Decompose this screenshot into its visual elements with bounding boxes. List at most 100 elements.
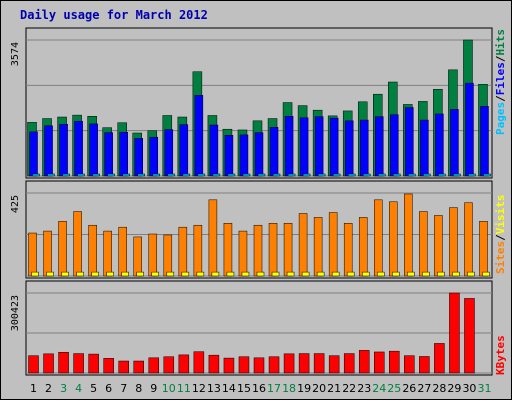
bar-visits	[106, 271, 114, 277]
bar-visits	[241, 271, 250, 277]
bar-kbytes	[133, 360, 144, 374]
bar-visits	[346, 271, 355, 277]
bar-visits	[482, 271, 490, 277]
bar-visits	[437, 271, 445, 277]
bar-visits	[256, 271, 265, 277]
bar-visits	[286, 271, 295, 277]
bar-sites	[343, 223, 353, 277]
day-label: 18	[282, 382, 296, 395]
bar-visits	[377, 271, 385, 277]
day-label: 19	[297, 382, 311, 395]
bar-files	[29, 131, 38, 177]
bar-sites	[389, 201, 398, 277]
bar-files	[44, 125, 53, 177]
bar-kbytes	[268, 356, 280, 374]
bar-visits	[271, 271, 280, 277]
bar-files	[269, 127, 279, 177]
bar-kbytes	[434, 343, 445, 374]
legend-item: /	[494, 234, 507, 241]
bar-pages	[287, 173, 296, 177]
bar-sites	[358, 217, 368, 277]
bar-sites	[374, 199, 383, 277]
bar-visits	[196, 271, 205, 277]
bar-kbytes	[118, 360, 129, 374]
bar-visits	[46, 271, 54, 277]
bar-pages	[317, 173, 326, 177]
bar-visits	[422, 271, 430, 277]
bar-visits	[136, 271, 144, 277]
bar-pages	[122, 173, 130, 177]
bar-kbytes	[73, 353, 84, 374]
bar-kbytes	[238, 356, 250, 374]
bar-sites	[479, 221, 488, 277]
day-label: 7	[120, 382, 127, 395]
bar-pages	[453, 173, 461, 177]
bar-kbytes	[283, 353, 295, 374]
bar-visits	[226, 271, 235, 277]
bar-visits	[151, 271, 160, 277]
bar-visits	[361, 271, 370, 277]
bar-visits	[166, 271, 175, 277]
day-label: 5	[90, 382, 97, 395]
day-label: 6	[105, 382, 112, 395]
bar-kbytes	[58, 351, 69, 374]
bar-pages	[468, 173, 476, 177]
bar-files	[465, 82, 474, 177]
bar-files	[224, 135, 234, 177]
bar-kbytes	[103, 358, 114, 374]
bar-files	[254, 132, 264, 177]
bar-pages	[32, 173, 40, 177]
bar-sites	[223, 223, 233, 277]
bar-pages	[332, 173, 341, 177]
legend-item: Files	[494, 62, 507, 95]
bar-visits	[91, 271, 99, 277]
bar-sites	[328, 212, 338, 277]
bar-sites	[434, 215, 443, 277]
bar-pages	[393, 173, 401, 177]
day-label: 15	[237, 382, 251, 395]
bar-kbytes	[464, 298, 475, 374]
bar-sites	[178, 226, 188, 277]
day-label: 17	[267, 382, 281, 395]
bar-pages	[423, 173, 431, 177]
bar-kbytes	[148, 357, 160, 374]
bar-pages	[347, 173, 356, 177]
bar-files	[314, 116, 324, 177]
bar-kbytes	[449, 292, 460, 374]
bar-kbytes	[389, 350, 400, 374]
day-label: 29	[447, 382, 461, 395]
bar-visits	[331, 271, 340, 277]
ymax-label-visits: 425	[10, 195, 21, 213]
bar-pages	[137, 173, 145, 177]
bar-visits	[76, 271, 84, 277]
bar-pages	[47, 173, 55, 177]
bar-sites	[148, 233, 158, 277]
bar-kbytes	[253, 357, 265, 374]
bar-files	[405, 107, 414, 177]
bar-files	[329, 117, 339, 177]
bar-sites	[268, 223, 278, 277]
bar-kbytes	[223, 357, 235, 374]
bar-files	[74, 120, 83, 177]
bar-kbytes	[298, 353, 310, 374]
day-label: 22	[342, 382, 356, 395]
bar-kbytes	[374, 351, 385, 374]
bar-kbytes	[163, 356, 175, 374]
day-label: 10	[162, 382, 176, 395]
bar-sites	[283, 223, 293, 277]
ymax-label-hits: 3574	[10, 42, 21, 66]
bar-kbytes	[193, 351, 205, 374]
bar-sites	[313, 217, 323, 277]
bar-sites	[118, 226, 127, 277]
bar-files	[134, 138, 143, 177]
bar-sites	[238, 230, 248, 277]
bar-pages	[92, 173, 100, 177]
bar-files	[450, 109, 459, 177]
legend-item: Pages	[494, 102, 507, 135]
bar-files	[164, 129, 174, 177]
bar-files	[435, 113, 444, 177]
bar-files	[59, 123, 68, 177]
day-label: 12	[192, 382, 206, 395]
bar-pages	[438, 173, 446, 177]
bar-sites	[103, 230, 112, 277]
